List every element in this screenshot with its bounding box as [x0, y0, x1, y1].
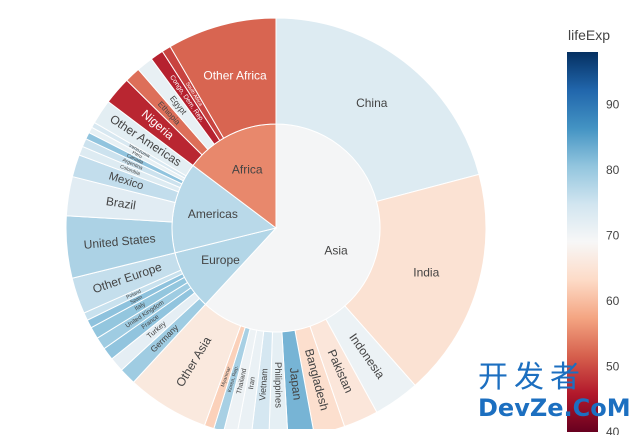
sunburst-country-label: India: [413, 266, 439, 280]
color-scale-title: lifeExp: [568, 27, 610, 43]
sunburst-country-label: Italy: [134, 301, 147, 312]
color-scale-tick: 50: [606, 359, 620, 373]
color-scale-bar: lifeExp 40 50 60 70 80 90: [567, 27, 620, 435]
sunburst-country-label: Japan: [287, 367, 305, 401]
watermark: 开发者 DevZe.CoM: [478, 360, 631, 423]
sunburst-chart: AsiaChinaIndiaIndonesiaPakistanBanglades…: [65, 17, 487, 429]
color-scale-tick: 90: [606, 97, 620, 111]
sunburst-country-label: Vietnam: [257, 368, 269, 401]
sunburst-country-label: Iran: [246, 376, 257, 390]
color-scale-tick: 80: [606, 163, 620, 177]
sunburst-continent-label: Europe: [201, 253, 240, 267]
sunburst-country-label: United States: [83, 231, 156, 252]
sunburst-country-segment[interactable]: [169, 17, 277, 139]
sunburst-country-label: China: [356, 96, 388, 110]
sunburst-country-label: Brazil: [105, 194, 137, 212]
sunburst-country-label: Philippines: [272, 362, 284, 408]
watermark-cn: 开发者: [478, 360, 586, 395]
color-scale-tick: 60: [606, 294, 620, 308]
sunburst-country-segment[interactable]: [275, 17, 480, 203]
sunburst-country-label: Other Africa: [203, 69, 267, 83]
sunburst-continent-label: Asia: [324, 244, 348, 258]
sunburst-continent-label: Africa: [232, 162, 263, 176]
sunburst-continent-label: Americas: [188, 207, 238, 221]
color-scale-tick: 40: [606, 425, 620, 435]
watermark-en: DevZe.CoM: [478, 394, 631, 422]
sunburst-country-label: Peru: [131, 150, 143, 160]
color-scale-gradient: [567, 52, 598, 432]
sunburst-country-label: Spain: [129, 294, 143, 305]
sunburst-country-segment[interactable]: [344, 173, 487, 387]
color-scale-tick: 70: [606, 228, 620, 242]
